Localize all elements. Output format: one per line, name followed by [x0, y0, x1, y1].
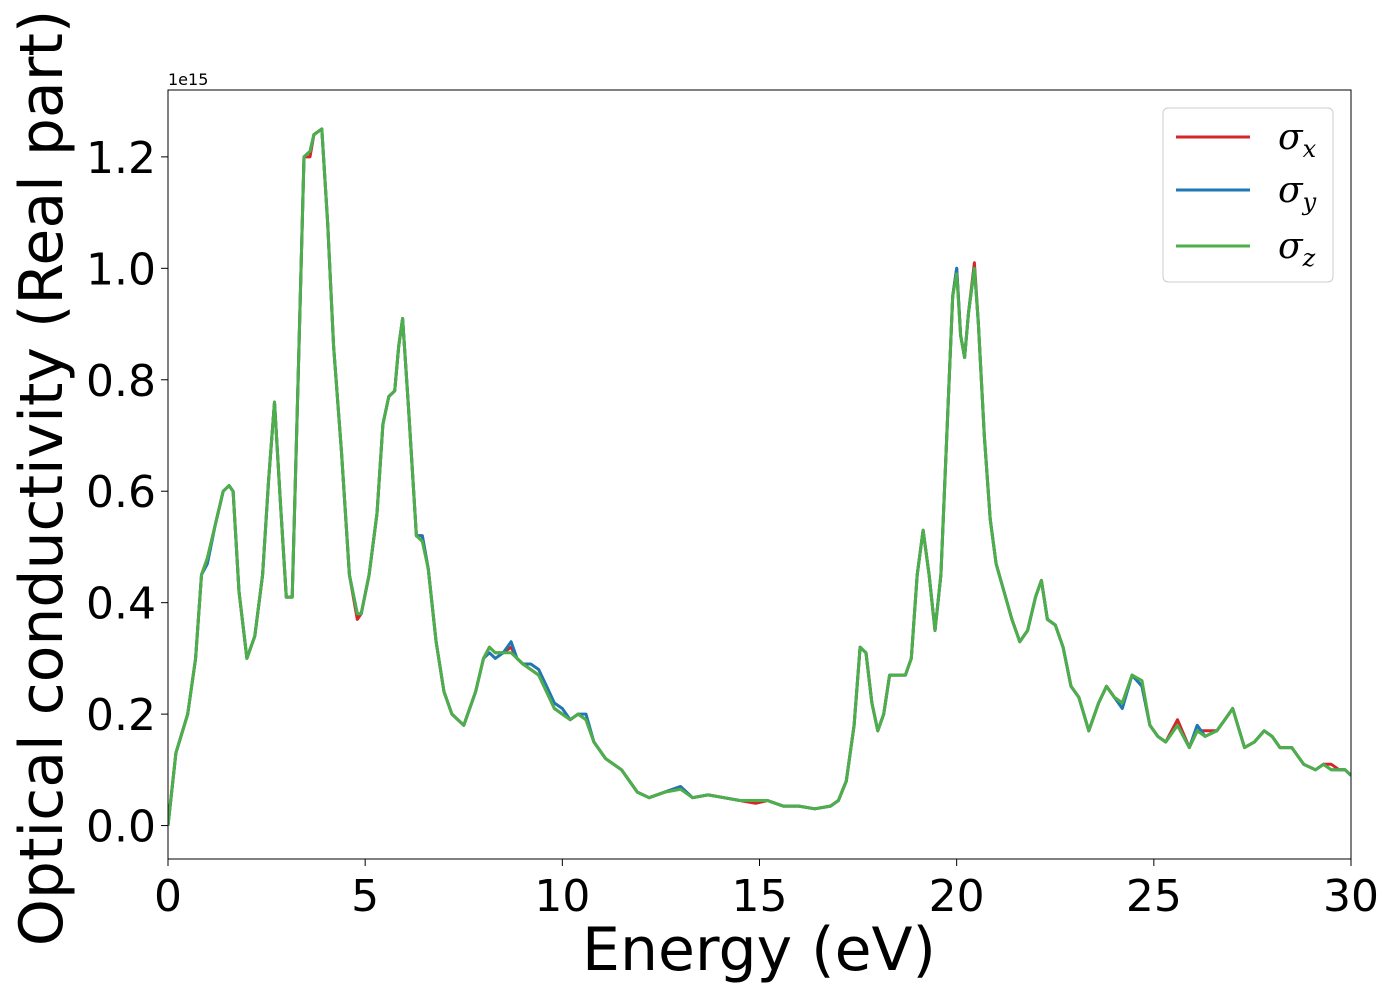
- y-offset-label: 1e15: [168, 70, 208, 89]
- x-tick-label: 20: [929, 871, 985, 922]
- x-tick-label: 0: [154, 871, 182, 922]
- legend-frame: [1162, 107, 1334, 283]
- x-tick-label: 25: [1126, 871, 1182, 922]
- y-tick-label: 0.8: [86, 356, 156, 407]
- y-tick-label: 0.4: [86, 579, 156, 630]
- legend-label-sigma-y: σy: [1278, 170, 1317, 216]
- x-axis-label: Energy (eV): [582, 915, 936, 985]
- legend: σx σy σz: [1162, 107, 1334, 283]
- y-axis-label: Optical conductivity (Real part): [7, 10, 77, 947]
- y-tick-label: 0.0: [86, 802, 156, 853]
- legend-label-sigma-x: σx: [1278, 117, 1317, 163]
- y-axis-ticks: 0.0 0.2 0.4 0.6 0.8 1.0 1.2: [86, 133, 168, 853]
- legend-item-sigma-z: σz: [1176, 226, 1316, 272]
- legend-item-sigma-x: σx: [1176, 117, 1317, 163]
- y-tick-label: 1.0: [86, 244, 156, 295]
- y-tick-label: 0.6: [86, 467, 156, 518]
- series-line-sigma-z: [168, 127, 1351, 826]
- legend-label-sigma-z: σz: [1278, 226, 1316, 272]
- y-tick-label: 0.2: [86, 690, 156, 741]
- x-axis-ticks: 0 5 10 15 20 25 30: [154, 859, 1379, 922]
- y-tick-label: 1.2: [86, 133, 156, 184]
- x-tick-label: 10: [534, 871, 590, 922]
- x-tick-label: 5: [351, 871, 379, 922]
- legend-item-sigma-y: σy: [1176, 170, 1317, 216]
- x-tick-label: 30: [1323, 871, 1379, 922]
- x-tick-label: 15: [732, 871, 788, 922]
- plot-area: [167, 89, 1352, 860]
- series-layer: [168, 127, 1351, 826]
